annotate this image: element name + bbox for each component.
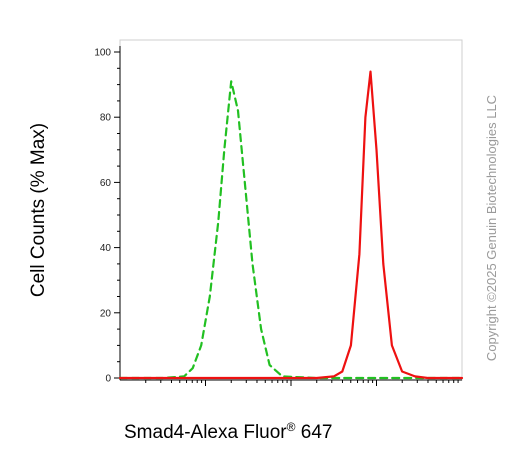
y-axis-label: Cell Counts (% Max) [28, 123, 49, 297]
x-axis [120, 379, 462, 386]
y-tick-label: 0 [105, 374, 111, 385]
y-axis: 0 20 40 60 80 100 [94, 46, 121, 385]
y-tick-label: 60 [100, 178, 112, 189]
y-tick-label: 20 [100, 308, 112, 319]
y-tick-label: 80 [100, 113, 112, 124]
series-layer [118, 70, 464, 380]
x-axis-label: Smad4-Alexa Fluor® 647 [124, 420, 332, 443]
series-line-solid [118, 70, 464, 380]
series-line-dashed [118, 80, 464, 380]
y-tick-label: 40 [100, 243, 112, 254]
plot-frame [119, 39, 463, 381]
copyright-notice: Copyright ©2025 Genuin Biotechnologies L… [484, 95, 499, 361]
x-axis-label-tail: 647 [295, 422, 332, 443]
x-axis-label-main: Smad4-Alexa Fluor [124, 422, 287, 443]
x-axis-label-registered: ® [287, 420, 296, 434]
y-tick-label: 100 [94, 48, 111, 59]
